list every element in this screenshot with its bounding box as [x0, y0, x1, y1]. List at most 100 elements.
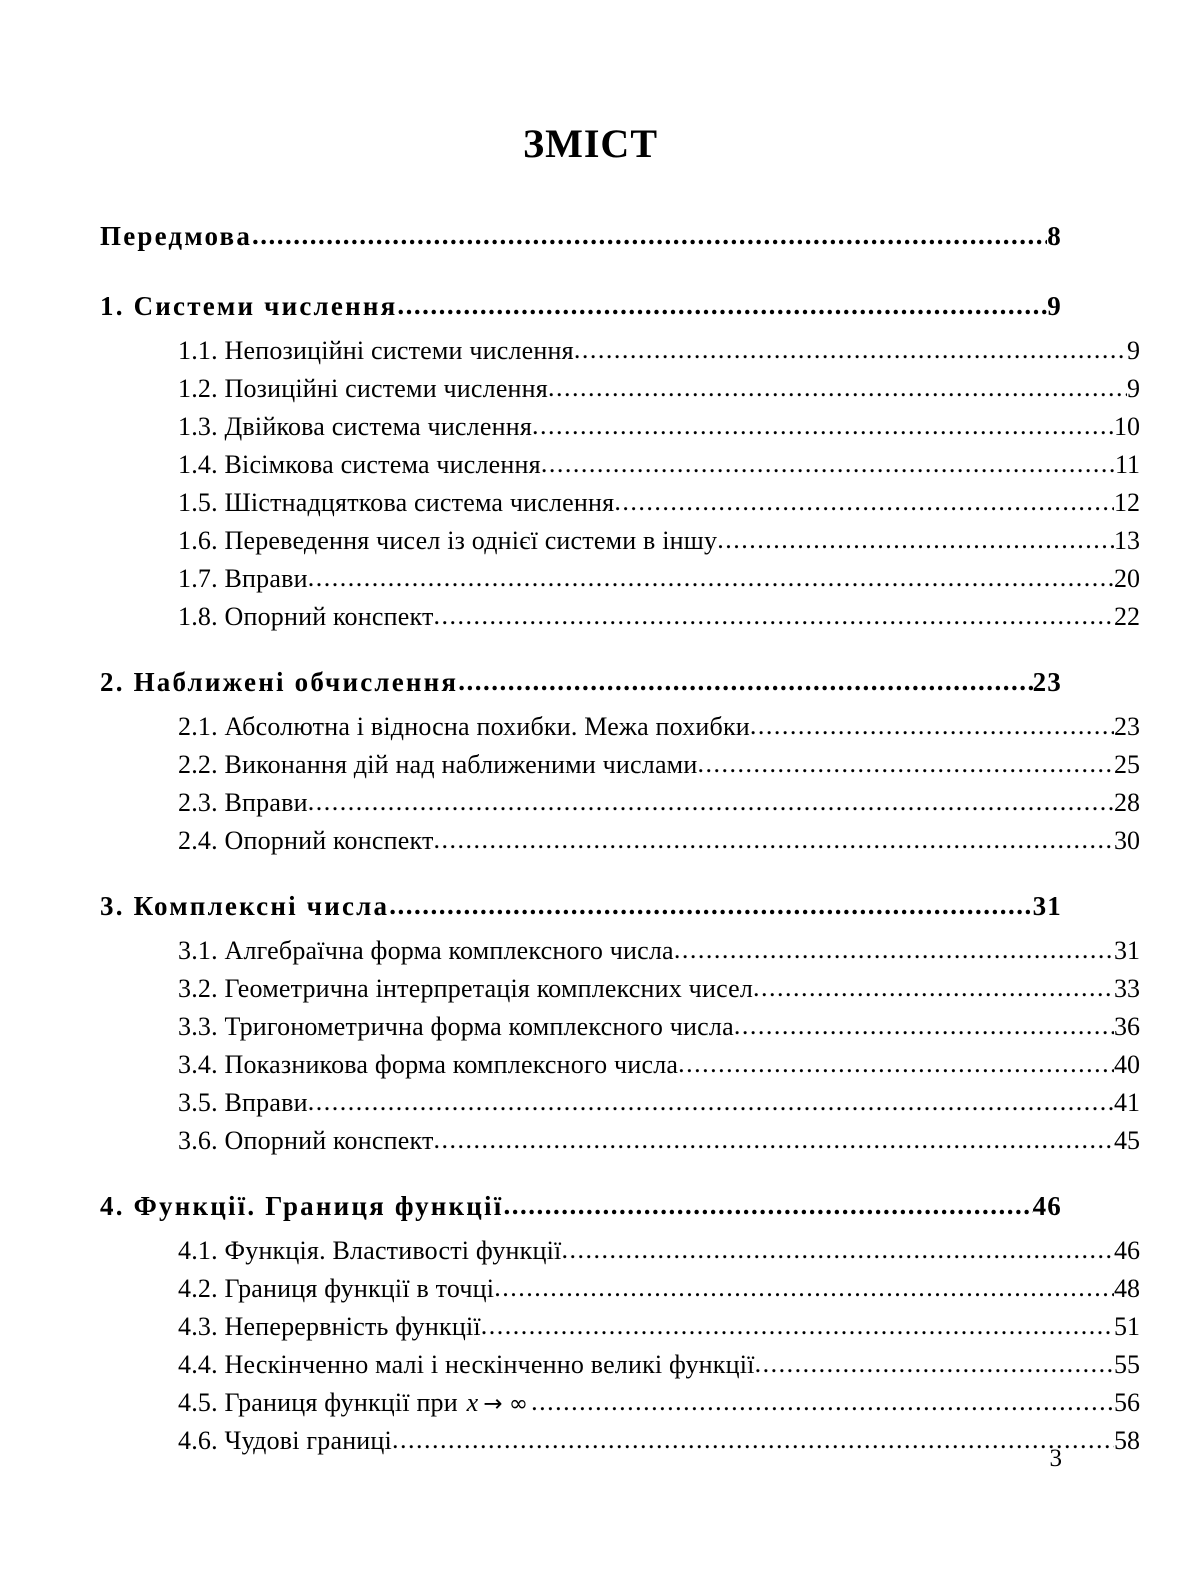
- toc-section-entry[interactable]: 3.1. Алгебраїчна форма комплексного числ…: [178, 932, 1140, 970]
- toc-leader-dots: ........................................…: [733, 1011, 1114, 1040]
- toc-entry-page-number: 23: [1114, 712, 1140, 741]
- table-of-contents: Передмова...............................…: [100, 213, 1140, 1460]
- toc-leader-dots: ........................................…: [307, 787, 1114, 816]
- toc-entry-page-number: 28: [1114, 788, 1140, 817]
- toc-section-entry[interactable]: 3.4. Показникова форма комплексного числ…: [178, 1046, 1140, 1084]
- toc-leader-dots: ........................................…: [480, 1311, 1114, 1340]
- toc-entry-label: 1.6. Переведення чисел із однієї системи…: [178, 526, 718, 555]
- toc-entry-label: 4.2. Границя функції в точці: [178, 1274, 495, 1303]
- toc-entry-page-number: 9: [1047, 291, 1062, 321]
- toc-entry-label: 4.1. Функція. Властивості функції: [178, 1236, 562, 1265]
- section-spacer: [100, 636, 1062, 657]
- toc-entry-label: 4.6. Чудові границі: [178, 1426, 392, 1455]
- toc-chapter-entry[interactable]: 2. Наближені обчислення.................…: [100, 657, 1062, 708]
- toc-leader-dots: ........................................…: [433, 601, 1114, 630]
- toc-section-entry[interactable]: 2.1. Абсолютна і відносна похибки. Межа …: [178, 708, 1140, 746]
- toc-leader-dots: ........................................…: [307, 1087, 1114, 1116]
- toc-entry-label: 1.2. Позиційні системи числення: [178, 374, 548, 403]
- toc-section-entry[interactable]: 3.3. Тригонометрична форма комплексного …: [178, 1008, 1140, 1046]
- toc-section-entry[interactable]: 3.6. Опорний конспект...................…: [178, 1122, 1140, 1160]
- toc-entry-page-number: 51: [1114, 1312, 1140, 1341]
- toc-section-entry[interactable]: 3.2. Геометрична інтерпретація комплексн…: [178, 970, 1140, 1008]
- toc-leader-dots: ........................................…: [547, 373, 1127, 402]
- toc-entry-page-number: 12: [1114, 488, 1140, 517]
- section-spacer: [100, 1160, 1062, 1181]
- toc-section-entry[interactable]: 1.6. Переведення чисел із однієї системи…: [178, 522, 1140, 560]
- toc-entry-page-number: 23: [1032, 667, 1062, 697]
- toc-section-entry[interactable]: 1.5. Шістнадцяткова система числення....…: [178, 484, 1140, 522]
- toc-section-entry[interactable]: 1.8. Опорний конспект...................…: [178, 598, 1140, 636]
- toc-entry-page-number: 30: [1114, 826, 1140, 855]
- toc-entry-label: 3.6. Опорний конспект: [178, 1126, 434, 1155]
- toc-entry-label: 1. Системи числення: [100, 291, 398, 321]
- toc-leader-dots: ........................................…: [503, 1190, 1032, 1220]
- toc-entry-page-number: 41: [1114, 1088, 1140, 1117]
- toc-entry-page-number: 56: [1114, 1388, 1140, 1417]
- page-title: ЗМІСТ: [523, 121, 658, 166]
- toc-entry-page-number: 58: [1114, 1426, 1140, 1455]
- toc-leader-dots: ........................................…: [749, 711, 1114, 740]
- toc-chapter-entry[interactable]: 1. Системи числення.....................…: [100, 281, 1062, 332]
- toc-section-entry[interactable]: 4.1. Функція. Властивості функції.......…: [178, 1232, 1140, 1270]
- toc-leader-dots: ........................................…: [754, 1349, 1114, 1378]
- toc-entry-label: 1.1. Непозиційні системи числення: [178, 336, 574, 365]
- toc-leader-dots: ........................................…: [397, 290, 1047, 320]
- toc-section-entry[interactable]: 2.3. Вправи.............................…: [178, 784, 1140, 822]
- toc-entry-page-number: 33: [1114, 974, 1140, 1003]
- toc-entry-label: 1.5. Шістнадцяткова система числення: [178, 488, 615, 517]
- toc-entry-page-number: 9: [1127, 374, 1140, 403]
- toc-entry-page-number: 55: [1114, 1350, 1140, 1379]
- toc-entry-label: 3.1. Алгебраїчна форма комплексного числ…: [178, 936, 674, 965]
- toc-leader-dots: ........................................…: [717, 525, 1114, 554]
- toc-section-entry[interactable]: 3.5. Вправи.............................…: [178, 1084, 1140, 1122]
- toc-entry-label: 3.3. Тригонометрична форма комплексного …: [178, 1012, 734, 1041]
- toc-chapter-entry[interactable]: 4. Функції. Границя функції.............…: [100, 1181, 1062, 1232]
- toc-chapter-entry[interactable]: Передмова...............................…: [100, 213, 1062, 260]
- toc-entry-label: 4.5. Границя функції при x → ∞: [178, 1384, 531, 1423]
- page-number: 3: [1049, 1445, 1063, 1472]
- toc-leader-dots: ........................................…: [540, 449, 1115, 478]
- section-spacer: [100, 860, 1062, 881]
- toc-leader-dots: ........................................…: [753, 973, 1114, 1002]
- toc-leader-dots: ........................................…: [561, 1235, 1114, 1264]
- toc-entry-page-number: 11: [1114, 450, 1140, 479]
- toc-section-entry[interactable]: 4.3. Неперервність функції..............…: [178, 1308, 1140, 1346]
- toc-entry-page-number: 20: [1114, 564, 1140, 593]
- toc-entry-label: 1.4. Вісімкова система числення: [178, 450, 541, 479]
- toc-leader-dots: ........................................…: [531, 411, 1114, 440]
- toc-section-entry[interactable]: 1.2. Позиційні системи числення.........…: [178, 370, 1140, 408]
- toc-section-entry[interactable]: 4.6. Чудові границі.....................…: [178, 1422, 1140, 1460]
- toc-entry-label: 4.3. Неперервність функції: [178, 1312, 481, 1341]
- toc-section-entry[interactable]: 1.1. Непозиційні системи числення.......…: [178, 332, 1140, 370]
- section-spacer: [100, 260, 1062, 281]
- toc-entry-label: 2.3. Вправи: [178, 788, 308, 817]
- toc-entry-page-number: 22: [1114, 602, 1140, 631]
- toc-section-entry[interactable]: 1.7. Вправи.............................…: [178, 560, 1140, 598]
- toc-leader-dots: ........................................…: [614, 487, 1114, 516]
- toc-leader-dots: ........................................…: [531, 1387, 1114, 1416]
- toc-section-entry[interactable]: 1.3. Двійкова система числення..........…: [178, 408, 1140, 446]
- toc-leader-dots: ........................................…: [433, 1125, 1114, 1154]
- toc-section-entry[interactable]: 2.4. Опорний конспект...................…: [178, 822, 1140, 860]
- toc-section-entry[interactable]: 1.4. Вісімкова система числення.........…: [178, 446, 1140, 484]
- toc-entry-page-number: 31: [1114, 936, 1140, 965]
- toc-entry-page-number: 31: [1032, 891, 1062, 921]
- toc-leader-dots: ........................................…: [433, 825, 1114, 854]
- toc-entry-page-number: 13: [1114, 526, 1140, 555]
- toc-entry-label: Передмова: [100, 221, 253, 251]
- toc-section-entry[interactable]: 4.4. Нескінченно малі і нескінченно вели…: [178, 1346, 1140, 1384]
- toc-entry-page-number: 45: [1114, 1126, 1140, 1155]
- toc-entry-page-number: 8: [1047, 221, 1062, 251]
- toc-entry-label: 3.5. Вправи: [178, 1088, 308, 1117]
- toc-entry-page-number: 10: [1114, 412, 1140, 441]
- toc-section-entry[interactable]: 2.2. Виконання дій над наближеними числа…: [178, 746, 1140, 784]
- toc-entry-label: 2. Наближені обчислення: [100, 667, 459, 697]
- toc-section-entry[interactable]: 4.2. Границя функції в точці............…: [178, 1270, 1140, 1308]
- toc-entry-label: 1.8. Опорний конспект: [178, 602, 434, 631]
- toc-chapter-entry[interactable]: 3. Комплексні числа.....................…: [100, 881, 1062, 932]
- toc-section-entry[interactable]: 4.5. Границя функції при x → ∞............…: [178, 1384, 1140, 1422]
- toc-leader-dots: ........................................…: [252, 220, 1047, 250]
- toc-leader-dots: ........................................…: [573, 335, 1127, 364]
- toc-entry-label: 3.4. Показникова форма комплексного числ…: [178, 1050, 679, 1079]
- toc-entry-label: 2.2. Виконання дій над наближеними числа…: [178, 750, 698, 779]
